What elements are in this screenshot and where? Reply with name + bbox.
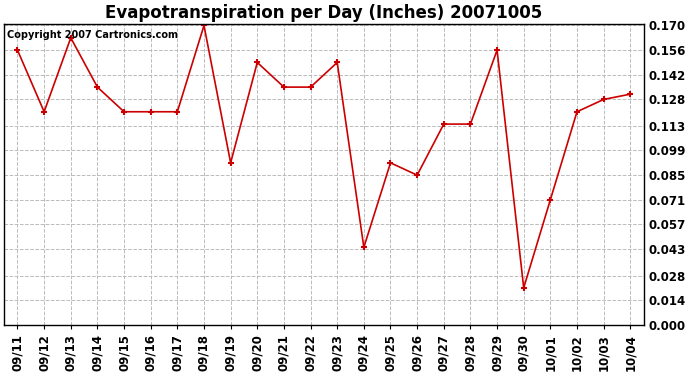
Title: Evapotranspiration per Day (Inches) 20071005: Evapotranspiration per Day (Inches) 2007… — [106, 4, 542, 22]
Text: Copyright 2007 Cartronics.com: Copyright 2007 Cartronics.com — [8, 30, 178, 40]
